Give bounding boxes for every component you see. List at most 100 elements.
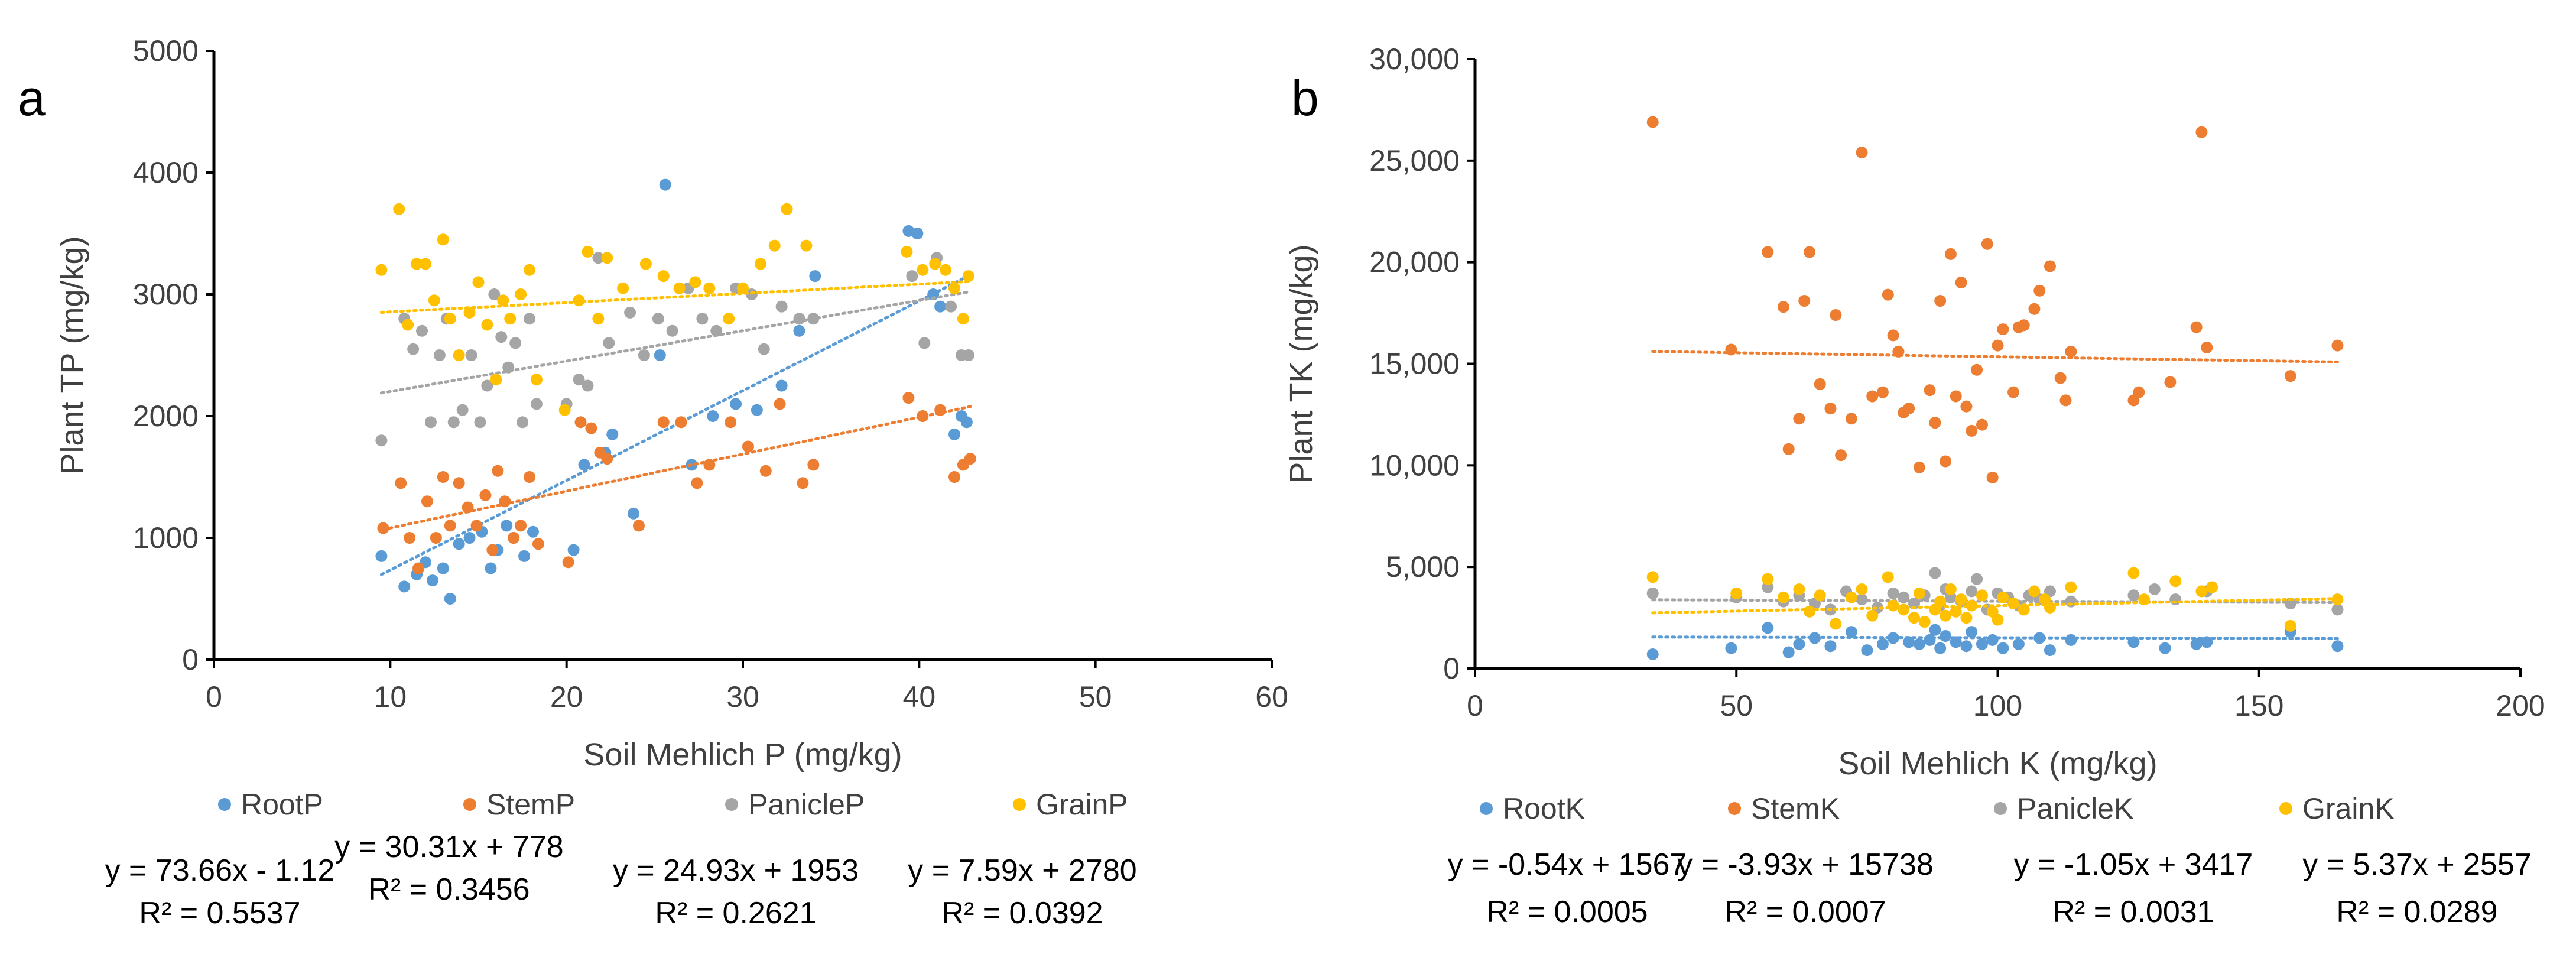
data-point bbox=[659, 178, 671, 191]
data-point bbox=[1950, 390, 1962, 403]
data-point bbox=[490, 374, 502, 386]
data-point bbox=[1646, 571, 1659, 583]
data-point bbox=[601, 252, 613, 264]
x-axis-title: Soil Mehlich P (mg/kg) bbox=[583, 737, 902, 773]
data-point bbox=[527, 525, 539, 538]
y-tick-label: 15,000 bbox=[1369, 348, 1460, 381]
data-point bbox=[1955, 593, 1967, 606]
data-point bbox=[624, 306, 636, 319]
data-point bbox=[395, 477, 407, 489]
data-point bbox=[474, 416, 486, 429]
data-point bbox=[1924, 634, 1936, 646]
data-point bbox=[632, 520, 645, 532]
data-point bbox=[574, 416, 587, 429]
data-point bbox=[472, 276, 485, 288]
data-point bbox=[1845, 413, 1857, 425]
r-squared: R² = 0.0289 bbox=[2336, 895, 2497, 929]
legend-label: RootP bbox=[241, 788, 323, 821]
data-point bbox=[1997, 323, 2009, 336]
data-point bbox=[962, 270, 974, 283]
data-point bbox=[578, 459, 590, 471]
data-point bbox=[585, 422, 597, 434]
data-point bbox=[530, 374, 543, 386]
data-point bbox=[2195, 585, 2208, 598]
data-point bbox=[592, 313, 605, 325]
data-point bbox=[1777, 301, 1789, 313]
data-point bbox=[495, 331, 508, 343]
data-point bbox=[1876, 386, 1889, 398]
data-point bbox=[1934, 294, 1947, 307]
data-point bbox=[524, 313, 536, 325]
data-point bbox=[1762, 622, 1774, 634]
data-point bbox=[1986, 471, 1999, 483]
data-point bbox=[433, 349, 446, 361]
series-RootK bbox=[1646, 622, 2344, 660]
r-squared: R² = 0.0031 bbox=[2052, 895, 2214, 929]
data-point bbox=[1798, 294, 1811, 307]
data-point bbox=[964, 453, 976, 465]
data-point bbox=[375, 264, 388, 276]
data-point bbox=[1793, 638, 1805, 650]
data-point bbox=[1830, 618, 1842, 630]
data-point bbox=[1940, 609, 1952, 622]
data-point bbox=[573, 374, 585, 386]
data-point bbox=[462, 501, 474, 514]
trendline bbox=[1651, 635, 2339, 640]
data-point bbox=[1762, 573, 1774, 585]
data-point bbox=[759, 465, 772, 477]
trendline bbox=[1651, 597, 2339, 615]
data-point bbox=[2148, 583, 2161, 595]
data-point bbox=[1944, 248, 1957, 260]
data-point bbox=[470, 520, 483, 532]
data-point bbox=[1887, 587, 1899, 599]
data-point bbox=[1804, 605, 1816, 618]
data-point bbox=[929, 258, 941, 270]
data-point bbox=[2044, 644, 2056, 657]
data-point bbox=[453, 349, 465, 361]
data-point bbox=[2028, 585, 2041, 598]
legend-marker bbox=[725, 798, 738, 811]
data-point bbox=[558, 404, 571, 416]
data-point bbox=[710, 324, 723, 337]
x-tick-label: 40 bbox=[903, 680, 936, 713]
y-tick-label: 4000 bbox=[133, 156, 199, 189]
data-point bbox=[673, 282, 686, 294]
data-point bbox=[492, 465, 504, 477]
data-point bbox=[917, 264, 929, 276]
data-point bbox=[582, 379, 594, 392]
regression-equation: y = -3.93x + 15738 bbox=[1677, 848, 1934, 882]
x-tick-label: 10 bbox=[374, 680, 407, 713]
data-point bbox=[517, 416, 529, 429]
data-point bbox=[1997, 642, 2009, 654]
data-point bbox=[1782, 443, 1795, 455]
legend-label: GrainP bbox=[1036, 788, 1128, 821]
series-GrainK bbox=[1646, 567, 2344, 632]
data-point bbox=[402, 319, 414, 331]
data-point bbox=[2190, 638, 2203, 650]
data-point bbox=[515, 520, 527, 532]
x-tick-label: 0 bbox=[1467, 689, 1483, 722]
data-point bbox=[962, 349, 974, 361]
trendline bbox=[1651, 598, 2339, 605]
data-point bbox=[1725, 642, 1737, 654]
data-point bbox=[639, 258, 652, 270]
legend-marker bbox=[1994, 802, 2007, 815]
data-point bbox=[1913, 461, 1925, 473]
data-point bbox=[654, 349, 666, 361]
data-point bbox=[481, 319, 493, 331]
data-point bbox=[807, 459, 820, 471]
data-point bbox=[793, 313, 805, 325]
data-point bbox=[603, 337, 615, 349]
data-point bbox=[1908, 612, 1920, 624]
data-point bbox=[524, 471, 536, 483]
data-point bbox=[1903, 403, 1915, 415]
data-point bbox=[1960, 612, 1973, 624]
data-point bbox=[411, 258, 423, 270]
data-point bbox=[1782, 646, 1795, 658]
data-point bbox=[1976, 418, 1988, 431]
regression-equation: y = 30.31x + 778 bbox=[334, 830, 563, 864]
data-point bbox=[2065, 634, 2077, 646]
data-point bbox=[2159, 642, 2171, 654]
data-point bbox=[444, 313, 456, 325]
data-point bbox=[501, 520, 513, 532]
